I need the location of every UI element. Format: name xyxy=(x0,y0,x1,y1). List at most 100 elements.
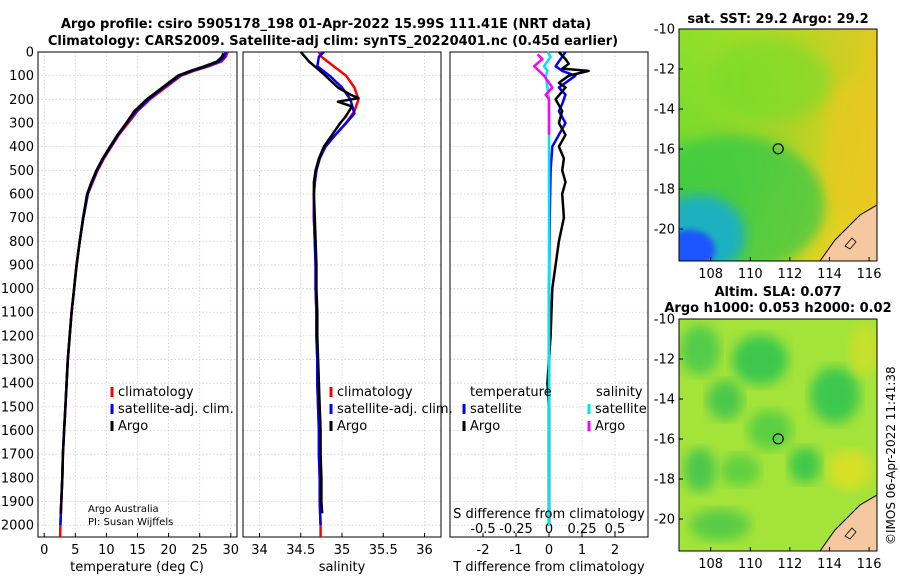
lat-tick-label: -20 xyxy=(654,223,675,238)
legend-label-temp-satellite: satellite xyxy=(470,402,522,417)
lat-tick-label: -16 xyxy=(654,143,675,158)
figure-title-line1: Argo profile: csiro 5905178_198 01-Apr-2… xyxy=(61,17,591,32)
y-tick-label: 1900 xyxy=(1,495,34,510)
y-tick-label: 800 xyxy=(9,235,34,250)
x-tick-label: 2 xyxy=(611,543,619,558)
y-tick-label: 0 xyxy=(26,46,34,61)
x2-tick-label: 0.5 xyxy=(605,522,626,537)
y-tick-label: 1500 xyxy=(1,400,34,415)
lat-tick-label: -14 xyxy=(654,103,675,118)
annotation-pi: PI: Susan Wijffels xyxy=(88,517,173,528)
y-tick-label: 2000 xyxy=(1,519,34,534)
sla-map-title-line2: Argo h1000: 0.053 h2000: 0.02 xyxy=(664,301,891,316)
x-tick-label: 35 xyxy=(334,543,351,558)
y-tick-label: 1300 xyxy=(1,353,34,368)
series-line-argo xyxy=(299,51,360,514)
x-tick-label: -2 xyxy=(477,543,490,558)
t-difference-axis-label: T difference from climatology xyxy=(452,560,645,575)
lat-tick-label: -10 xyxy=(654,313,675,328)
temperature-profile-panel: 0 5 10 15 20 25 300100200300400500600700800900… xyxy=(1,46,239,559)
x-tick-label: 34.5 xyxy=(286,543,315,558)
x-tick-label: 0 xyxy=(545,543,553,558)
imos-credit: ©IMOS 06-Apr-2022 11:41:38 xyxy=(884,366,898,545)
y-tick-label: 200 xyxy=(9,93,34,108)
legend-label-satellite: satellite-adj. clim. xyxy=(118,402,234,417)
series-line-argo xyxy=(59,52,225,514)
y-tick-label: 1000 xyxy=(1,282,34,297)
x-tick-label: 1 xyxy=(578,543,586,558)
lat-tick-label: -12 xyxy=(654,63,675,78)
legend-label-sal-argo: Argo xyxy=(595,419,625,434)
x-tick-label: 34 xyxy=(251,543,268,558)
lat-tick-label: -14 xyxy=(654,393,675,408)
x-tick-label: 10 xyxy=(98,543,115,558)
legend-label-satellite: satellite-adj. clim. xyxy=(337,402,453,417)
x-tick-label: 35.5 xyxy=(369,543,398,558)
sst-map-title: sat. SST: 29.2 Argo: 29.2 xyxy=(687,12,868,27)
figure-title-line2: Climatology: CARS2009. Satellite-adj cli… xyxy=(48,34,618,49)
sst-map-image xyxy=(679,29,877,261)
difference-legend: temperature salinity satellite Argo sate… xyxy=(462,385,647,434)
legend-title-temperature: temperature xyxy=(470,385,552,400)
y-tick-label: 1700 xyxy=(1,448,34,463)
salinity-legend: climatology satellite-adj. clim. Argo xyxy=(329,385,453,434)
x-tick-label: -1 xyxy=(510,543,523,558)
legend-label-argo: Argo xyxy=(337,419,367,434)
x2-tick-label: 0.25 xyxy=(568,522,597,537)
y-tick-label: 500 xyxy=(9,164,34,179)
lon-tick-label: 110 xyxy=(738,267,763,282)
y-tick-label: 900 xyxy=(9,258,34,273)
y-tick-label: 1800 xyxy=(1,471,34,486)
lon-tick-label: 116 xyxy=(857,557,882,572)
x2-tick-label: -0.5 xyxy=(470,522,495,537)
legend-label-climatology: climatology xyxy=(118,385,194,400)
y-tick-label: 300 xyxy=(9,116,34,131)
lat-tick-label: -18 xyxy=(654,473,675,488)
sst-map-frame xyxy=(678,28,878,262)
lon-tick-label: 112 xyxy=(777,557,802,572)
y-tick-label: 1600 xyxy=(1,424,34,439)
y-tick-label: 100 xyxy=(9,69,34,84)
lon-tick-label: 112 xyxy=(777,267,802,282)
difference-profile-panel: -2 -1 0 1 2 -0.5 -0.25 0 0.25 0.5 xyxy=(449,51,649,558)
temperature-legend: climatology satellite-adj. clim. Argo xyxy=(110,385,234,434)
temperature-axis-label: temperature (deg C) xyxy=(70,560,204,575)
annotation-argo-australia: Argo Australia xyxy=(88,504,159,515)
lat-tick-label: -20 xyxy=(654,513,675,528)
x-tick-label: 30 xyxy=(223,543,240,558)
legend-label-argo: Argo xyxy=(118,419,148,434)
salinity-difference-axis-label: S difference from climatology xyxy=(453,507,645,522)
x-tick-label: 25 xyxy=(191,543,208,558)
legend-label-climatology: climatology xyxy=(337,385,413,400)
x-tick-label: 0 xyxy=(40,543,48,558)
legend-label-temp-argo: Argo xyxy=(470,419,500,434)
sla-map-panel: Altim. SLA: 0.077 Argo h1000: 0.053 h200… xyxy=(654,285,892,572)
y-tick-label: 700 xyxy=(9,211,34,226)
y-tick-label: 1400 xyxy=(1,377,34,392)
lat-tick-label: -12 xyxy=(654,353,675,368)
lon-tick-label: 108 xyxy=(698,557,723,572)
sst-map-axes: 108 110 112 114 116 -10 -12 -14 -16 -18 -20 xyxy=(654,23,882,283)
x-tick-label: 36 xyxy=(416,543,433,558)
lon-tick-label: 114 xyxy=(817,557,842,572)
lat-tick-label: -18 xyxy=(654,183,675,198)
y-tick-label: 1200 xyxy=(1,329,34,344)
salinity-profile-panel: 34 34.5 35 35.5 36 xyxy=(242,51,442,558)
series-line-temperature-argo xyxy=(546,51,590,526)
sla-map-axes: 108 110 112 114 116 -10 -12 -14 -16 -18 -20 xyxy=(654,313,882,573)
y-tick-label: 1100 xyxy=(1,306,34,321)
sla-map-frame xyxy=(678,318,878,552)
series-line-climatology xyxy=(58,51,229,538)
x2-tick-label: -0.25 xyxy=(499,522,533,537)
salinity-axis-label: salinity xyxy=(319,560,366,575)
x-tick-label: 20 xyxy=(160,543,177,558)
sla-map-image xyxy=(679,319,877,551)
y-tick-label: 400 xyxy=(9,140,34,155)
lon-tick-label: 114 xyxy=(817,267,842,282)
x-tick-label: 5 xyxy=(71,543,79,558)
y-tick-label: 600 xyxy=(9,187,34,202)
x2-tick-label: 0 xyxy=(545,522,553,537)
legend-label-sal-satellite: satellite xyxy=(595,402,647,417)
series-line-salinity-argo xyxy=(532,53,554,135)
